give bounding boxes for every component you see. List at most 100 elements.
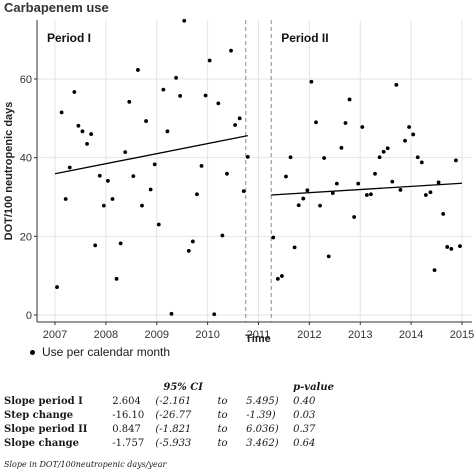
x-tick-label: 2008: [94, 329, 118, 341]
table-row: Slope period I 2.604 (-2.161 to 5.495) 0…: [4, 394, 334, 408]
data-point: [195, 192, 199, 197]
data-point: [411, 132, 416, 137]
ci-lower: (-5.933: [155, 437, 192, 449]
legend-marker: [30, 349, 35, 355]
data-point: [203, 93, 208, 98]
data-point: [93, 243, 98, 248]
data-point: [106, 178, 110, 183]
data-point: [144, 119, 148, 123]
data-point: [288, 155, 293, 160]
data-point: [436, 180, 441, 185]
row-label: Slope period II: [4, 423, 88, 435]
data-point: [182, 18, 187, 23]
estimate: 0.847: [112, 423, 141, 435]
y-tick-label: 0: [26, 310, 32, 322]
data-point: [377, 155, 382, 160]
ci-lower: (-2.161: [155, 395, 192, 407]
data-point: [220, 233, 225, 238]
scatter-plot: 2007 2008 2009 2010 2011 2012 2013 2014 2015 0 20 4…: [3, 18, 474, 345]
row-label: Slope change: [4, 437, 79, 449]
p-value: 0.64: [293, 437, 316, 449]
trend-line-layer: [54, 135, 463, 196]
data-point: [385, 146, 390, 151]
period-divider-layer: [245, 20, 272, 322]
data-point: [415, 155, 420, 160]
p-value: 0.37: [293, 423, 316, 435]
data-point: [309, 79, 314, 84]
data-point: [165, 129, 170, 134]
period-label-layer: Period I Period II: [47, 31, 329, 45]
x-axis-title: Time: [245, 333, 270, 345]
data-point: [445, 245, 450, 249]
ci-upper: -1.39): [246, 409, 276, 421]
x-tick-label: 2007: [43, 329, 67, 341]
data-point: [343, 121, 348, 125]
row-label: Step change: [4, 409, 74, 421]
x-tick-label: 2014: [399, 329, 423, 341]
y-tick-label: 60: [20, 74, 32, 86]
table-row: Step change -16.10 (-26.77 to -1.39) 0.0…: [4, 408, 334, 422]
data-point: [237, 116, 242, 121]
data-point: [352, 215, 357, 219]
data-point: [190, 239, 195, 244]
data-point: [152, 162, 157, 167]
x-tick-label: 2012: [297, 329, 321, 341]
data-point: [301, 196, 306, 201]
data-point: [280, 274, 284, 278]
data-point: [55, 285, 59, 289]
data-point: [76, 123, 81, 128]
data-point: [394, 83, 399, 87]
ci-upper: 3.462): [246, 437, 279, 449]
data-point: [186, 248, 191, 253]
legend-label: Use per calendar month: [42, 345, 171, 359]
trend-line: [271, 182, 463, 196]
data-point: [140, 203, 144, 208]
data-point: [207, 58, 212, 63]
data-point: [85, 142, 89, 146]
grid-layer: [37, 20, 472, 322]
data-point: [114, 276, 119, 281]
data-point: [72, 90, 77, 94]
data-point: [212, 312, 217, 317]
ci-upper: 5.495): [246, 395, 279, 407]
data-point: [326, 254, 331, 259]
data-point: [225, 171, 229, 176]
data-point: [432, 268, 437, 273]
axis-layer: 2007 2008 2009 2010 2011 2012 2013 2014 2015 0 20 4…: [3, 20, 474, 345]
data-point: [398, 188, 403, 192]
table-row: Slope change -1.757 (-5.933 to 3.462) 0.…: [4, 436, 334, 450]
ci-header: 95% CI: [163, 381, 203, 393]
y-tick-label: 40: [20, 153, 32, 165]
data-point: [373, 171, 377, 176]
data-point: [322, 156, 327, 160]
data-point: [127, 99, 132, 104]
data-point: [59, 110, 64, 115]
data-point: [199, 164, 204, 168]
p-value: 0.40: [293, 395, 316, 407]
data-point: [428, 190, 433, 195]
data-point: [241, 189, 246, 194]
x-tick-label: 2011: [247, 329, 271, 341]
period-label: Period II: [281, 31, 328, 45]
data-point: [453, 158, 458, 163]
y-tick-label: 20: [20, 231, 32, 243]
data-point: [403, 138, 407, 143]
data-point: [174, 75, 178, 80]
data-point: [169, 311, 174, 316]
ci-upper: 6.036): [246, 423, 279, 435]
x-tick-label: 2015: [450, 329, 474, 341]
data-point: [407, 125, 411, 129]
data-point: [419, 160, 424, 165]
data-point: [101, 203, 106, 208]
data-point: [330, 191, 335, 195]
data-point: [390, 179, 395, 184]
data-point: [271, 235, 276, 240]
ci-to: to: [217, 409, 228, 421]
footnote: Slope in DOT/100neutropenic days/year: [4, 460, 167, 469]
data-point: [334, 181, 339, 186]
estimate: -1.757: [112, 437, 145, 449]
data-point: [305, 188, 310, 193]
data-point: [97, 173, 102, 178]
data-point: [156, 222, 161, 227]
statistics-table: 95% CI p-value Slope period I 2.604 (-2.…: [4, 380, 334, 450]
